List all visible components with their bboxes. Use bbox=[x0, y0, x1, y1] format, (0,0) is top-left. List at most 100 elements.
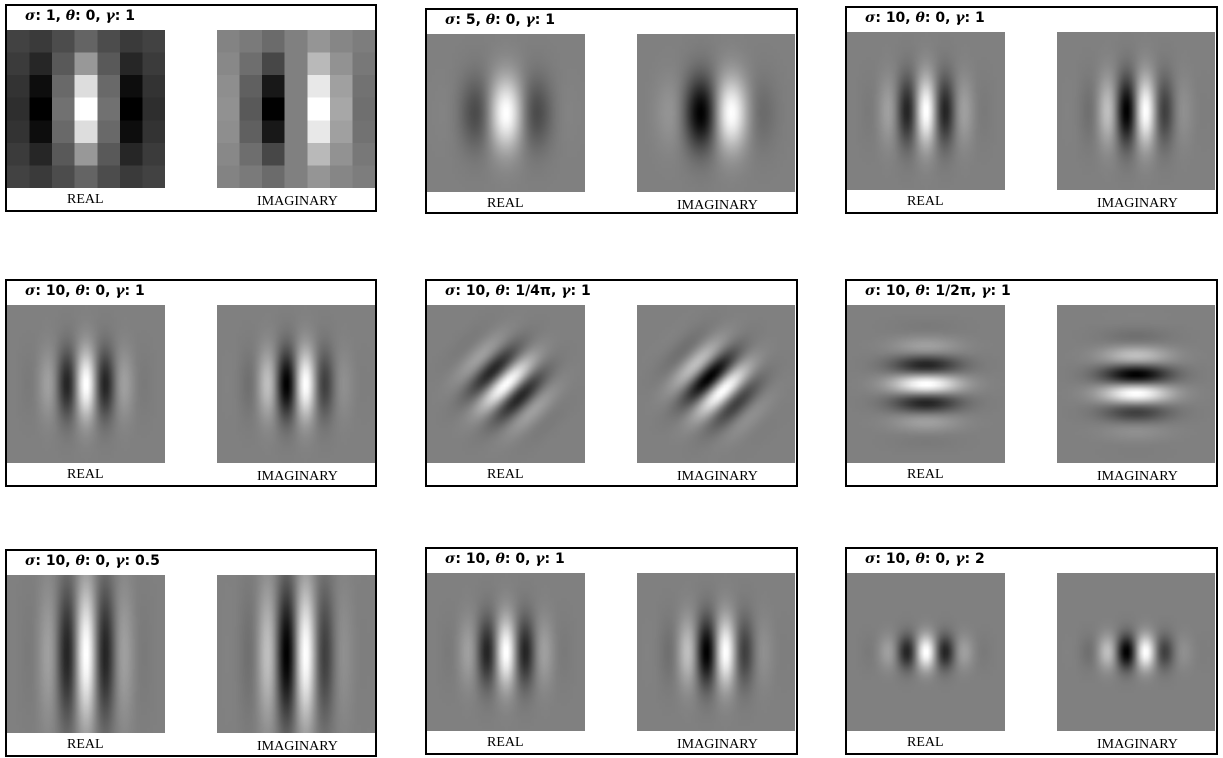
theta-value: 0 bbox=[85, 8, 96, 24]
panel-title: σ: 10, θ: 0, γ: 2 bbox=[865, 551, 985, 567]
gamma-symbol: γ bbox=[561, 283, 571, 299]
real-kernel-image bbox=[427, 305, 585, 463]
theta-value: 1/2π bbox=[935, 283, 971, 299]
gamma-symbol: γ bbox=[981, 283, 991, 299]
gabor-panel-4: σ: 10, θ: 0, γ: 1 REAL IMAGINARY bbox=[5, 279, 377, 487]
sigma-symbol: σ bbox=[865, 551, 876, 567]
theta-value: 1/4π bbox=[515, 283, 551, 299]
imaginary-kernel-image bbox=[1057, 32, 1215, 190]
real-kernel-image bbox=[7, 305, 165, 463]
gabor-panel-3: σ: 10, θ: 0, γ: 1 REAL IMAGINARY bbox=[845, 6, 1218, 214]
sigma-symbol: σ bbox=[25, 283, 36, 299]
imaginary-kernel-image bbox=[637, 34, 795, 192]
theta-value: 0 bbox=[515, 551, 526, 567]
theta-value: 0 bbox=[935, 10, 946, 26]
sigma-symbol: σ bbox=[25, 553, 36, 569]
gabor-panel-5: σ: 10, θ: 1/4π, γ: 1 REAL IMAGINARY bbox=[425, 279, 798, 487]
imaginary-caption: IMAGINARY bbox=[1097, 196, 1178, 211]
real-caption: REAL bbox=[487, 467, 524, 482]
theta-symbol: θ bbox=[495, 551, 505, 567]
imaginary-kernel-image bbox=[637, 305, 795, 463]
gamma-value: 1 bbox=[580, 283, 591, 299]
gabor-panel-9: σ: 10, θ: 0, γ: 2 REAL IMAGINARY bbox=[845, 547, 1218, 755]
imaginary-kernel-image bbox=[1057, 573, 1215, 731]
gamma-value: 2 bbox=[975, 551, 985, 567]
imaginary-kernel-image bbox=[217, 30, 375, 188]
theta-symbol: θ bbox=[65, 8, 76, 24]
real-kernel-image bbox=[427, 34, 585, 192]
theta-symbol: θ bbox=[485, 12, 496, 28]
sigma-value: 10 bbox=[45, 553, 66, 569]
imaginary-caption: IMAGINARY bbox=[677, 198, 758, 213]
real-caption: REAL bbox=[67, 737, 104, 752]
sigma-value: 5 bbox=[465, 12, 476, 28]
gamma-symbol: γ bbox=[955, 551, 965, 567]
gamma-value: 0.5 bbox=[135, 553, 160, 569]
panel-title: σ: 10, θ: 0, γ: 1 bbox=[445, 551, 565, 567]
gamma-value: 1 bbox=[975, 10, 985, 26]
gabor-panel-1: σ: 1, θ: 0, γ: 1 REAL IMAGINARY bbox=[5, 4, 377, 212]
real-caption: REAL bbox=[67, 192, 104, 207]
gamma-symbol: γ bbox=[105, 8, 115, 24]
gamma-symbol: γ bbox=[115, 283, 125, 299]
panel-title: σ: 5, θ: 0, γ: 1 bbox=[445, 12, 556, 28]
theta-symbol: θ bbox=[915, 283, 925, 299]
panel-title: σ: 10, θ: 1/4π, γ: 1 bbox=[445, 283, 591, 299]
sigma-symbol: σ bbox=[445, 551, 456, 567]
gamma-value: 1 bbox=[135, 283, 145, 299]
real-kernel-image bbox=[847, 573, 1005, 731]
imaginary-kernel-image bbox=[637, 573, 795, 731]
theta-value: 0 bbox=[95, 283, 106, 299]
imaginary-kernel-image bbox=[217, 575, 375, 733]
sigma-value: 1 bbox=[45, 8, 56, 24]
real-caption: REAL bbox=[907, 194, 944, 209]
theta-symbol: θ bbox=[495, 283, 505, 299]
imaginary-caption: IMAGINARY bbox=[1097, 469, 1178, 484]
imaginary-caption: IMAGINARY bbox=[257, 469, 338, 484]
gabor-panel-7: σ: 10, θ: 0, γ: 0.5 REAL IMAGINARY bbox=[5, 549, 377, 757]
gamma-value: 1 bbox=[1000, 283, 1011, 299]
sigma-symbol: σ bbox=[445, 12, 456, 28]
panel-title: σ: 10, θ: 1/2π, γ: 1 bbox=[865, 283, 1011, 299]
sigma-value: 10 bbox=[885, 551, 906, 567]
sigma-value: 10 bbox=[465, 283, 486, 299]
sigma-value: 10 bbox=[885, 283, 906, 299]
imaginary-kernel-image bbox=[1057, 305, 1215, 463]
panel-title: σ: 10, θ: 0, γ: 1 bbox=[865, 10, 985, 26]
gamma-symbol: γ bbox=[535, 551, 545, 567]
theta-symbol: θ bbox=[915, 10, 925, 26]
panel-title: σ: 10, θ: 0, γ: 0.5 bbox=[25, 553, 160, 569]
theta-symbol: θ bbox=[75, 553, 85, 569]
gabor-panel-6: σ: 10, θ: 1/2π, γ: 1 REAL IMAGINARY bbox=[845, 279, 1218, 487]
imaginary-caption: IMAGINARY bbox=[257, 739, 338, 754]
sigma-symbol: σ bbox=[865, 283, 876, 299]
real-kernel-image bbox=[847, 32, 1005, 190]
gamma-value: 1 bbox=[545, 12, 556, 28]
real-kernel-image bbox=[7, 575, 165, 733]
real-caption: REAL bbox=[907, 467, 944, 482]
real-caption: REAL bbox=[487, 196, 524, 211]
real-caption: REAL bbox=[487, 735, 524, 750]
sigma-symbol: σ bbox=[445, 283, 456, 299]
panel-title: σ: 1, θ: 0, γ: 1 bbox=[25, 8, 136, 24]
sigma-value: 10 bbox=[45, 283, 66, 299]
real-caption: REAL bbox=[67, 467, 104, 482]
imaginary-caption: IMAGINARY bbox=[1097, 737, 1178, 752]
real-kernel-image bbox=[7, 30, 165, 188]
imaginary-kernel-image bbox=[217, 305, 375, 463]
real-kernel-image bbox=[847, 305, 1005, 463]
sigma-value: 10 bbox=[465, 551, 486, 567]
imaginary-caption: IMAGINARY bbox=[677, 737, 758, 752]
theta-value: 0 bbox=[505, 12, 516, 28]
theta-value: 0 bbox=[935, 551, 946, 567]
imaginary-caption: IMAGINARY bbox=[257, 194, 338, 209]
gamma-value: 1 bbox=[555, 551, 565, 567]
sigma-symbol: σ bbox=[25, 8, 36, 24]
sigma-value: 10 bbox=[885, 10, 906, 26]
panel-title: σ: 10, θ: 0, γ: 1 bbox=[25, 283, 145, 299]
gamma-symbol: γ bbox=[115, 553, 125, 569]
theta-value: 0 bbox=[95, 553, 106, 569]
theta-symbol: θ bbox=[915, 551, 925, 567]
gamma-value: 1 bbox=[125, 8, 136, 24]
theta-symbol: θ bbox=[75, 283, 85, 299]
